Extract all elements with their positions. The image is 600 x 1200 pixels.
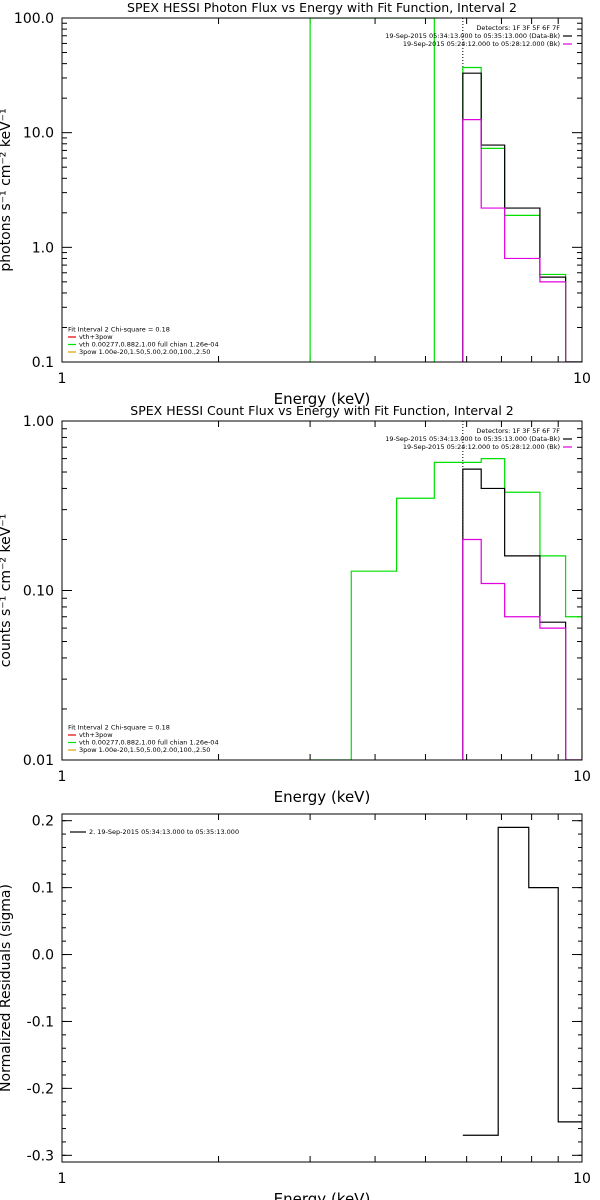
x-axis-label: Energy (keV) xyxy=(274,390,371,408)
legend-entry: 2. 19-Sep-2015 05:34:13.000 to 05:35:13.… xyxy=(89,828,239,836)
info-line: 19-Sep-2015 05:24:12.000 to 05:28:12.000… xyxy=(403,443,560,451)
info-line: 19-Sep-2015 05:34:13.000 to 05:35:13.000… xyxy=(385,32,560,40)
plot-frame xyxy=(61,420,583,761)
y-tick-label: 0.1 xyxy=(32,881,54,897)
y-tick-label: 0.1 xyxy=(32,355,54,371)
series-green-step xyxy=(310,458,582,760)
y-tick-label: 0.2 xyxy=(32,814,54,830)
y-tick-label: 1.0 xyxy=(32,240,54,256)
info-line: Detectors: 1F 3F 5F 6F 7F xyxy=(476,427,560,435)
info-line: Detectors: 1F 3F 5F 6F 7F xyxy=(476,24,560,32)
legend-entry: vth+3pow xyxy=(79,333,113,341)
y-tick-label: 0.10 xyxy=(23,584,54,600)
x-axis-label: Energy (keV) xyxy=(274,1190,371,1200)
y-tick-label: 1.00 xyxy=(23,414,54,430)
legend-entry: vth 0.00277,0.882,1.00 full chian 1.26e-… xyxy=(79,341,219,349)
chart-title: SPEX HESSI Count Flux vs Energy with Fit… xyxy=(130,403,513,418)
y-axis-label: Normalized Residuals (sigma) xyxy=(0,884,14,1092)
info-line: 19-Sep-2015 05:24:12.000 to 05:28:12.000… xyxy=(403,40,560,48)
plot-frame xyxy=(61,17,583,363)
legend-entry: Fit Interval 2 Chi-square = 0.18 xyxy=(68,326,170,334)
y-tick-label: 0.01 xyxy=(23,753,54,769)
legend-entry: 3pow 1.00e-20,1.50,5.00,2.00,100.,2.50 xyxy=(79,348,210,356)
y-axis-label: counts s⁻¹ cm⁻² keV⁻¹ xyxy=(0,514,14,668)
x-tick-label: 10 xyxy=(573,769,591,785)
y-tick-label: -0.1 xyxy=(27,1014,54,1030)
series-black-step xyxy=(462,468,582,760)
legend-entry: vth 0.00277,0.882,1.00 full chian 1.26e-… xyxy=(79,739,219,747)
info-line: 19-Sep-2015 05:34:13.000 to 05:35:13.000… xyxy=(385,435,560,443)
y-tick-label: -0.2 xyxy=(27,1081,54,1097)
legend-entry: Fit Interval 2 Chi-square = 0.18 xyxy=(68,724,170,732)
series-black-step xyxy=(462,826,582,1136)
series-magenta-step xyxy=(462,119,582,362)
y-axis-label: photons s⁻¹ cm⁻² keV⁻¹ xyxy=(0,108,14,271)
chart-panel-2: 0.01 0.10 1.00 1 10 SPEX HESSI Count Flux vs … xyxy=(0,403,591,806)
chart-panel-1: 0.1 1.0 10.0 100.0 1 10 SPEX HESSI Photon Flux… xyxy=(0,0,591,408)
chart-title: SPEX HESSI Photon Flux vs Energy with Fi… xyxy=(127,0,517,15)
x-tick-label: 1 xyxy=(58,371,67,387)
y-tick-label: 10.0 xyxy=(23,126,54,142)
x-axis-label: Energy (keV) xyxy=(274,788,371,806)
series-magenta-step xyxy=(462,538,582,760)
y-tick-label: -0.3 xyxy=(27,1148,54,1164)
legend-entry: 3pow 1.00e-20,1.50,5.00,2.00,100.,2.50 xyxy=(79,746,210,754)
plot-frame xyxy=(61,813,583,1163)
x-tick-label: 10 xyxy=(573,1171,591,1187)
x-tick-label: 1 xyxy=(58,1171,67,1187)
series-black-step xyxy=(462,72,582,362)
x-tick-label: 1 xyxy=(58,769,67,785)
y-tick-label: 100.0 xyxy=(14,11,54,27)
x-tick-label: 10 xyxy=(573,371,591,387)
series-green-step xyxy=(309,18,435,362)
legend-entry: vth+3pow xyxy=(79,731,113,739)
y-tick-label: 0.0 xyxy=(32,948,54,964)
chart-panel-3: -0.3 -0.2 -0.1 0.0 0.1 0.2 1 10 Energy (keV) Norm… xyxy=(0,813,591,1200)
